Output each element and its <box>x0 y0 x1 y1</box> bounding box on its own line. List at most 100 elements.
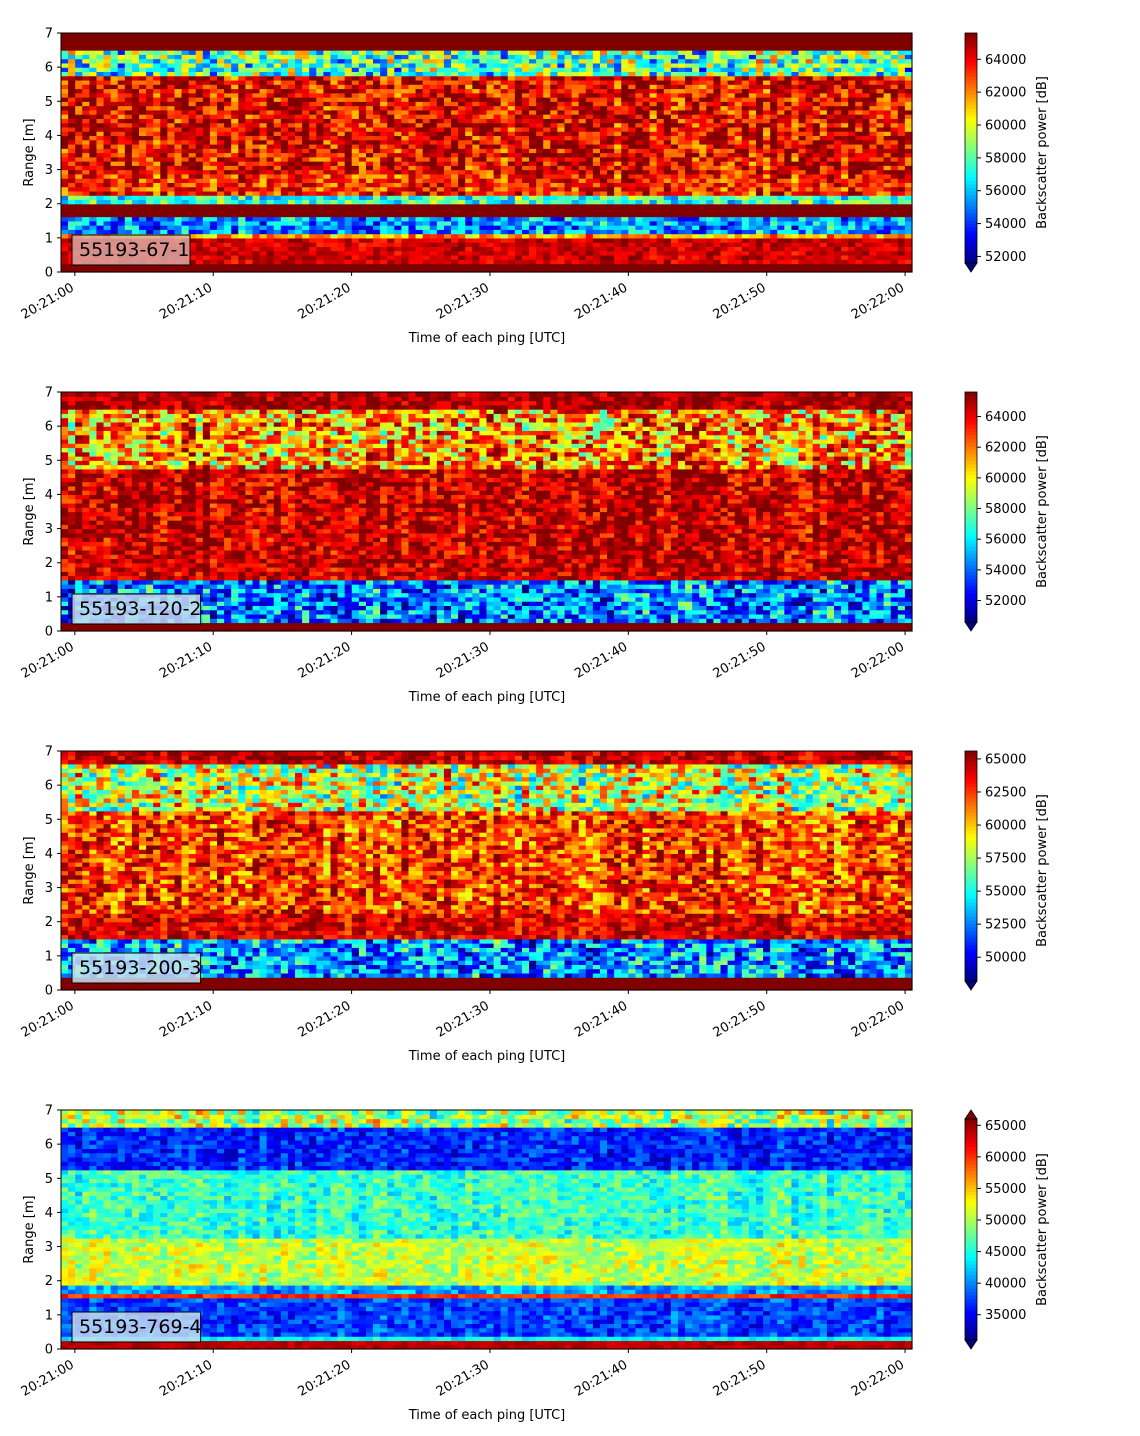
heatmap-cell <box>139 118 147 123</box>
heatmap-cell <box>394 140 402 145</box>
heatmap-cell <box>508 140 516 145</box>
heatmap-cell <box>380 229 388 234</box>
heatmap-cell <box>621 76 629 81</box>
heatmap-cell <box>487 110 495 115</box>
heatmap-cell <box>302 242 310 247</box>
heatmap-cell <box>529 148 537 153</box>
heatmap-cell <box>494 144 502 149</box>
heatmap-cell <box>650 208 658 213</box>
chart-panel-1: 01234567Range [m]20:21:00 20:21:10 20:21:2… <box>19 27 1050 347</box>
heatmap-cell <box>600 140 608 145</box>
heatmap-cell <box>643 106 651 111</box>
heatmap-cell <box>316 46 324 51</box>
heatmap-cell <box>643 114 651 119</box>
heatmap-cell <box>96 33 104 38</box>
heatmap-cell <box>657 63 665 68</box>
heatmap-cell <box>607 50 615 55</box>
heatmap-cell <box>628 140 636 145</box>
heatmap-cell <box>118 208 126 213</box>
heatmap-cell <box>664 153 672 158</box>
heatmap-cell <box>628 118 636 123</box>
heatmap-cell <box>196 199 204 204</box>
heatmap-cell <box>338 148 346 153</box>
heatmap-cell <box>104 118 112 123</box>
heatmap-cell <box>196 259 204 264</box>
heatmap-cell <box>451 234 459 239</box>
heatmap-cell <box>153 182 161 187</box>
heatmap-cell <box>586 127 594 132</box>
heatmap-cell <box>423 204 431 209</box>
heatmap-cell <box>671 238 679 243</box>
heatmap-cell <box>352 50 360 55</box>
heatmap-cell <box>387 204 395 209</box>
heatmap-cell <box>217 199 225 204</box>
heatmap-cell <box>302 212 310 217</box>
heatmap-cell <box>189 88 197 93</box>
heatmap-cell <box>479 238 487 243</box>
heatmap-cell <box>685 242 693 247</box>
heatmap-cell <box>650 178 658 183</box>
heatmap-cell <box>224 170 232 175</box>
heatmap-cell <box>153 33 161 38</box>
heatmap-cell <box>104 208 112 213</box>
heatmap-cell <box>203 170 211 175</box>
heatmap-cell <box>203 118 211 123</box>
heatmap-cell <box>316 131 324 136</box>
heatmap-cell <box>465 255 473 260</box>
heatmap-cell <box>508 42 516 47</box>
heatmap-cell <box>501 118 509 123</box>
heatmap-cell <box>238 101 246 106</box>
heatmap-cell <box>572 46 580 51</box>
heatmap-cell <box>586 255 594 260</box>
heatmap-cell <box>508 80 516 85</box>
heatmap-cell <box>387 46 395 51</box>
heatmap-cell <box>139 157 147 162</box>
heatmap-cell <box>238 225 246 230</box>
heatmap-cell <box>394 37 402 42</box>
heatmap-cell <box>75 67 83 72</box>
heatmap-cell <box>508 225 516 230</box>
heatmap-cell <box>238 191 246 196</box>
heatmap-cell <box>501 144 509 149</box>
heatmap-cell <box>664 84 672 89</box>
heatmap-cell <box>685 182 693 187</box>
heatmap-cell <box>423 135 431 140</box>
heatmap-cell <box>572 255 580 260</box>
heatmap-cell <box>557 54 565 59</box>
heatmap-cell <box>380 263 388 268</box>
heatmap-cell <box>189 135 197 140</box>
heatmap-cell <box>359 93 367 98</box>
heatmap-cell <box>650 37 658 42</box>
heatmap-cell <box>295 84 303 89</box>
heatmap-cell <box>160 204 168 209</box>
heatmap-cell <box>352 165 360 170</box>
heatmap-cell <box>586 174 594 179</box>
heatmap-cell <box>146 221 154 226</box>
heatmap-cell <box>465 131 473 136</box>
heatmap-cell <box>125 157 133 162</box>
heatmap-cell <box>281 50 289 55</box>
heatmap-cell <box>295 153 303 158</box>
heatmap-cell <box>565 97 573 102</box>
heatmap-cell <box>536 118 544 123</box>
heatmap-cell <box>543 67 551 72</box>
heatmap-cell <box>451 50 459 55</box>
heatmap-cell <box>621 144 629 149</box>
heatmap-cell <box>550 208 558 213</box>
heatmap-cell <box>621 114 629 119</box>
heatmap-cell <box>203 76 211 81</box>
heatmap-cell <box>316 59 324 64</box>
heatmap-cell <box>472 238 480 243</box>
heatmap-cell <box>508 187 516 192</box>
heatmap-cell <box>309 144 317 149</box>
heatmap-cell <box>316 110 324 115</box>
heatmap-cell <box>252 54 260 59</box>
heatmap-cell <box>295 63 303 68</box>
heatmap-cell <box>472 157 480 162</box>
heatmap-cell <box>245 195 253 200</box>
heatmap-cell <box>423 33 431 38</box>
heatmap-cell <box>82 84 90 89</box>
heatmap-cell <box>650 217 658 222</box>
heatmap-cell <box>203 251 211 256</box>
heatmap-cell <box>635 84 643 89</box>
